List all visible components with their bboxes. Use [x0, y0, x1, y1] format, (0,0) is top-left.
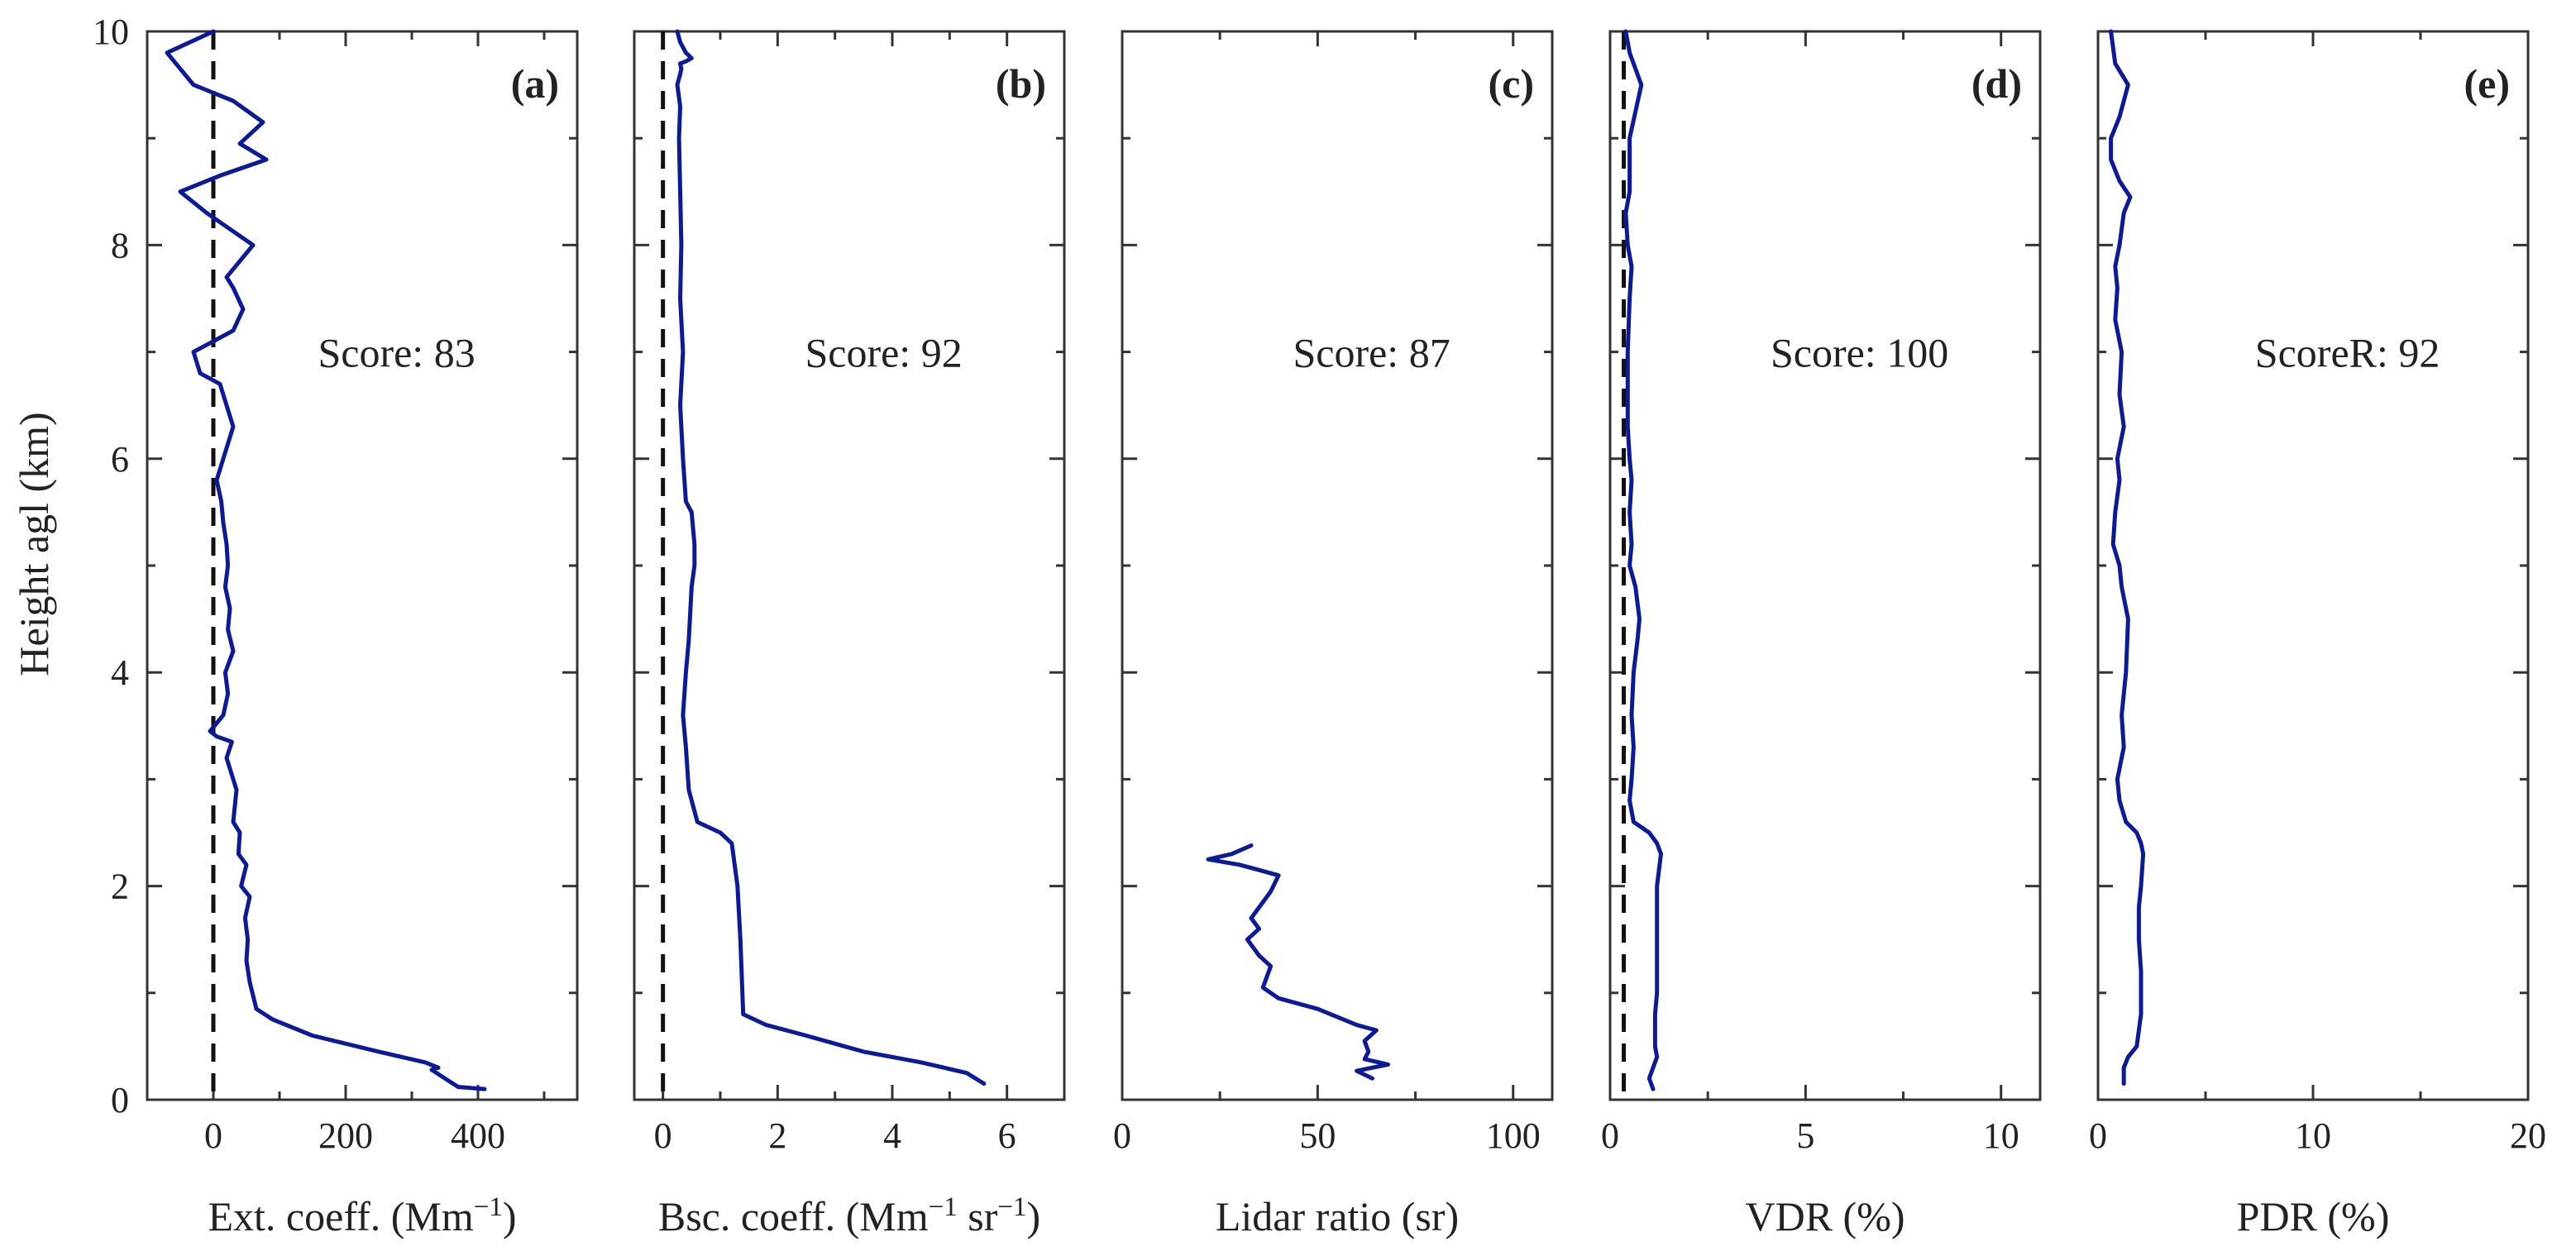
x-tick-label: 0 — [204, 1115, 222, 1156]
panel-letter: (d) — [1971, 60, 2022, 107]
panel-b: 0 2 4 6 Bsc. coeff. (Mm−1 sr−1) (b) Score: 92 — [633, 29, 1066, 1239]
y-axis-label: Height agl (km) — [11, 412, 57, 676]
x-axis-label: Ext. coeff. (Mm−1) — [208, 1192, 517, 1239]
y-tick-label: 10 — [93, 12, 129, 52]
panel-letter: (a) — [511, 60, 559, 107]
panel-d: 0 5 10 VDR (%) (d) Score: 100 — [1601, 29, 2042, 1239]
score-annotation: Score: 83 — [318, 330, 475, 376]
panel-frame — [633, 30, 1066, 1101]
x-tick-label: 0 — [1113, 1115, 1131, 1156]
x-tick-label: 100 — [1486, 1115, 1541, 1156]
panel-letter: (e) — [2464, 60, 2511, 107]
y-tick-label: 8 — [111, 225, 129, 265]
x-tick-label: 50 — [1299, 1115, 1336, 1156]
y-tick-label: 2 — [111, 867, 129, 907]
panel-frame — [1121, 30, 1554, 1101]
x-tick-label: 10 — [1983, 1115, 2019, 1156]
panel-frame — [1608, 30, 2042, 1101]
x-tick-label: 2 — [768, 1115, 786, 1156]
x-axis-label: VDR (%) — [1745, 1193, 1905, 1239]
panel-frame — [2096, 30, 2530, 1101]
series-line-d — [1623, 29, 1663, 1091]
x-tick-label: 200 — [318, 1115, 373, 1156]
series-line-b — [675, 29, 987, 1086]
series-line-c — [1206, 843, 1390, 1081]
x-axis-label: Bsc. coeff. (Mm−1 sr−1) — [658, 1192, 1040, 1239]
x-tick-label: 0 — [2089, 1115, 2107, 1156]
panel-a: 0 2 4 6 8 10 0 200 400 Ext. coeff. (Mm−1) (a) Score… — [93, 12, 579, 1239]
series-line-e — [2109, 29, 2146, 1086]
x-tick-label: 4 — [883, 1115, 901, 1156]
score-annotation: Score: 87 — [1293, 330, 1450, 376]
x-tick-label: 20 — [2510, 1115, 2546, 1156]
panel-e: 0 10 20 PDR (%) (e) ScoreR: 92 — [2089, 29, 2546, 1239]
x-tick-label: 6 — [998, 1115, 1016, 1156]
panel-letter: (b) — [996, 60, 1046, 107]
y-tick-label: 4 — [111, 652, 129, 693]
x-tick-label: 0 — [1601, 1115, 1619, 1156]
x-tick-label: 400 — [451, 1115, 505, 1156]
score-annotation: Score: 92 — [805, 330, 962, 376]
series-line-a — [165, 29, 487, 1091]
x-tick-label: 0 — [654, 1115, 672, 1156]
score-annotation: ScoreR: 92 — [2255, 330, 2440, 376]
panel-c: 0 50 100 Lidar ratio (sr) (c) Score: 87 — [1113, 30, 1554, 1239]
x-tick-label: 5 — [1796, 1115, 1814, 1156]
panel-letter: (c) — [1489, 60, 1535, 107]
x-axis-label: Lidar ratio (sr) — [1216, 1193, 1459, 1239]
y-tick-label: 0 — [111, 1080, 129, 1120]
x-tick-label: 10 — [2295, 1115, 2331, 1156]
score-annotation: Score: 100 — [1771, 330, 1948, 376]
y-tick-label: 6 — [111, 439, 129, 480]
x-axis-label: PDR (%) — [2237, 1193, 2390, 1239]
